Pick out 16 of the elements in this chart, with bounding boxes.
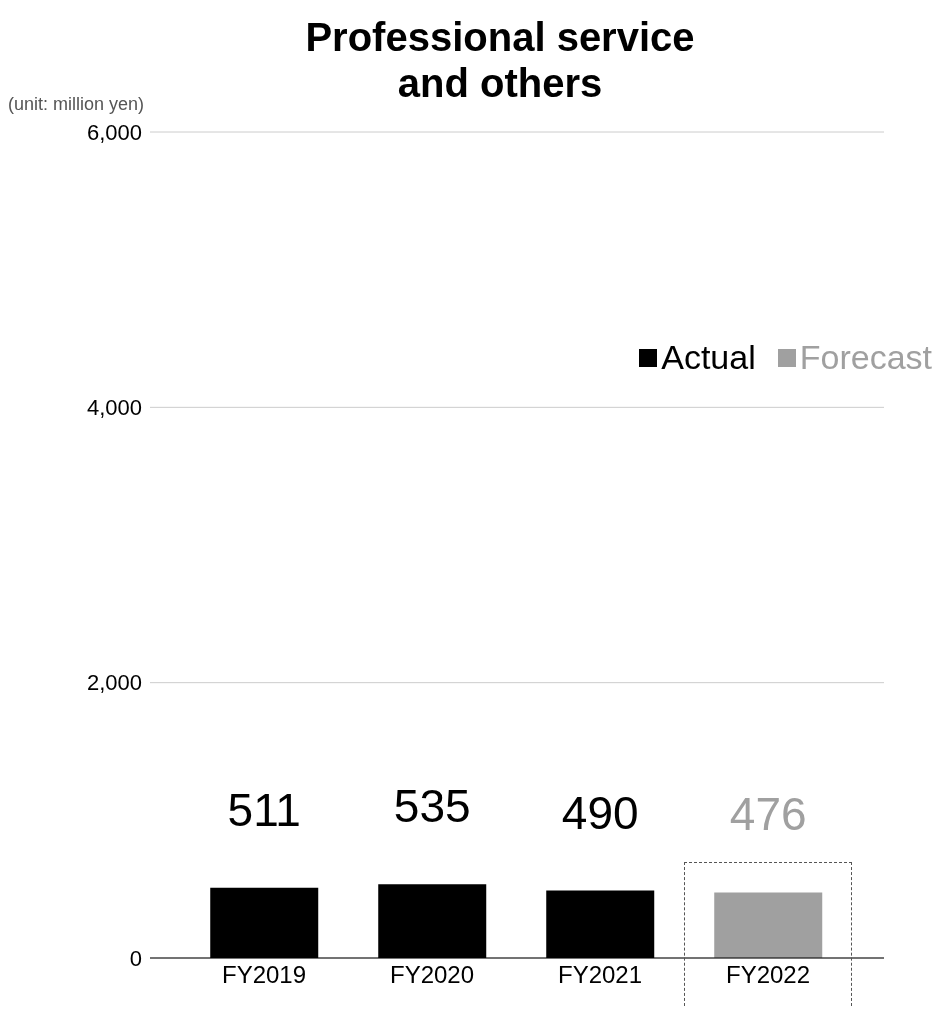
x-tick-label: FY2021	[557, 961, 643, 989]
data-label: 476	[729, 788, 807, 841]
x-tick-label: FY2020	[389, 961, 475, 989]
x-tick-label: FY2022	[725, 961, 811, 989]
y-tick-label: 2,000	[86, 670, 142, 696]
chart-title: Professional service and others	[304, 14, 696, 106]
y-axis-title: (unit: million yen)	[8, 94, 145, 115]
y-tick-label: 0	[129, 945, 142, 971]
legend-label: Forecast	[798, 338, 932, 377]
y-tick-label: 6,000	[86, 119, 142, 145]
data-label: 535	[393, 780, 471, 833]
y-tick-label: 4,000	[86, 395, 142, 421]
data-label: 511	[227, 783, 301, 836]
data-label: 490	[561, 786, 639, 839]
legend-label: Actual	[660, 338, 756, 377]
x-tick-label: FY2019	[221, 961, 307, 989]
